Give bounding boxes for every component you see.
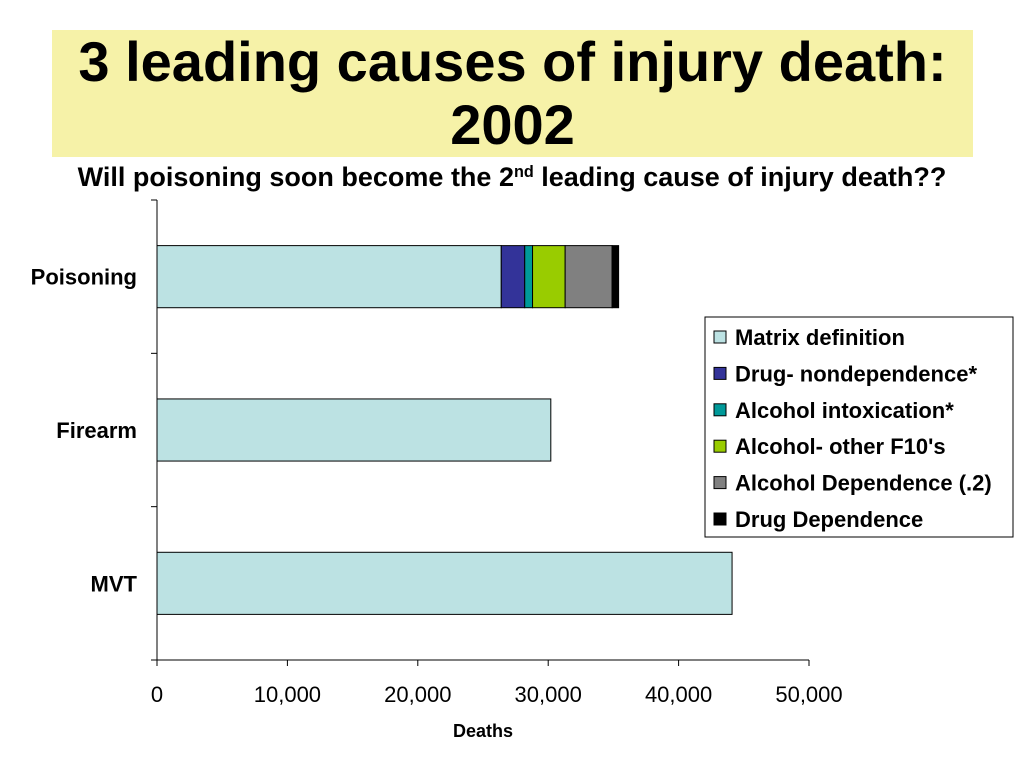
legend-swatch-alcohol-dependence-2 [713,476,727,490]
legend-swatch-matrix-definition [713,330,727,344]
x-axis-title: Deaths [453,721,513,741]
bar-poisoning-alcohol-intoxication [524,245,534,309]
bar-poisoning-matrix-definition [156,245,502,309]
category-label-mvt: MVT [91,571,138,596]
bar-poisoning-alcohol-other-f10-s [532,245,566,309]
bar-poisoning-drug-dependence [611,245,620,309]
axes: 0 10,000 20,000 30,000 40,000 50,000 Deaths [151,199,843,741]
chart-title: 3 leading causes of injury death: 2002 [78,30,947,156]
legend-box [704,316,1014,538]
legend-label-drug-dependence: Drug Dependence [735,507,923,532]
category-label-poisoning: Poisoning [31,265,137,290]
legend-swatch-drug-dependence [713,512,727,526]
category-labels: Poisoning Firearm MVT [31,265,138,597]
bar-firearm-matrix-definition [156,398,552,462]
legend-label-alcohol-other-f10-s: Alcohol- other F10's [735,434,946,459]
legend-swatch-alcohol-intoxication [713,403,727,417]
x-tick-label: 10,000 [254,682,321,707]
legend-label-alcohol-dependence-2: Alcohol Dependence (.2) [735,471,992,496]
legend-swatch-drug-nondependence [713,366,727,380]
legend: Matrix definition Drug- nondependence* Alc… [704,316,1014,538]
chart-subtitle: Will poisoning soon become the 2nd leadi… [0,160,1024,194]
subtitle-text-start: Will poisoning soon become the 2 [77,162,514,192]
category-label-firearm: Firearm [56,418,137,443]
legend-label-drug-nondependence: Drug- nondependence* [735,361,977,386]
bar-poisoning-drug-nondependence [500,245,526,309]
bar-poisoning-alcohol-dependence-2 [564,245,613,309]
bars-group [156,245,733,615]
legend-swatch-alcohol-other-f10-s [713,439,727,453]
bar-mvt-matrix-definition [156,551,733,615]
title-banner: 3 leading causes of injury death: 2002 [52,30,973,157]
x-tick-label: 0 [151,682,163,707]
x-tick-label: 20,000 [384,682,451,707]
x-tick-label: 50,000 [775,682,842,707]
legend-label-alcohol-intoxication: Alcohol intoxication* [735,398,954,423]
legend-label-matrix-definition: Matrix definition [735,325,905,350]
subtitle-text-end: leading cause of injury death?? [533,162,947,192]
x-tick-label: 40,000 [645,682,712,707]
x-tick-label: 30,000 [515,682,582,707]
subtitle-superscript: nd [513,163,534,182]
